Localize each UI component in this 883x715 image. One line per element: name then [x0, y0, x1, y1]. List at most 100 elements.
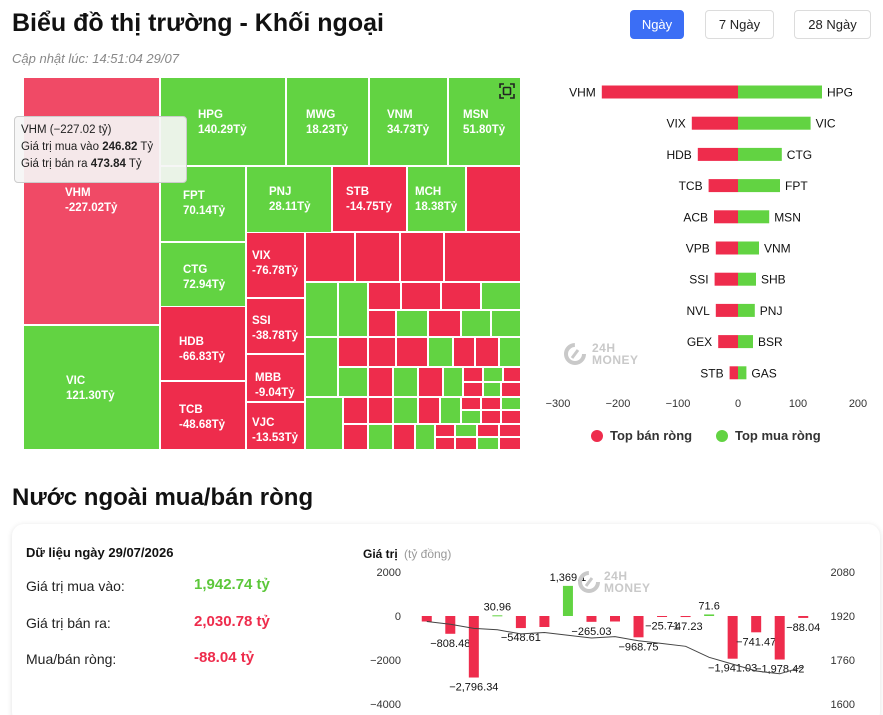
treemap-tile[interactable] — [455, 424, 477, 437]
treemap-tile[interactable] — [461, 410, 481, 424]
tooltip-buy: Giá trị mua vào 246.82 Tỷ — [21, 141, 154, 153]
treemap-tile[interactable]: MWG 18.23Tỷ — [286, 77, 369, 166]
treemap-tile[interactable] — [368, 397, 393, 424]
treemap-tile[interactable] — [483, 367, 503, 382]
treemap-tile[interactable] — [401, 282, 441, 310]
treemap-tile[interactable] — [305, 397, 343, 450]
treemap-tile[interactable] — [305, 282, 338, 337]
treemap-tile[interactable]: FPT 70.14Tỷ — [160, 166, 246, 242]
treemap-tile[interactable] — [441, 282, 481, 310]
bar-sell-label: STB — [700, 366, 723, 380]
treemap-tile[interactable] — [435, 437, 455, 450]
treemap-tile[interactable]: PNJ 28.11Tỷ — [246, 166, 332, 242]
tab-day[interactable]: Ngày — [630, 10, 684, 39]
bar-sell-label: TCB — [679, 179, 703, 193]
treemap-tile[interactable] — [483, 382, 501, 397]
net-bar-label: 71.6 — [698, 600, 719, 612]
bar-sell-label: GEX — [687, 335, 712, 349]
treemap-tile[interactable]: STB -14.75Tỷ — [332, 166, 407, 232]
treemap-tile[interactable] — [499, 424, 521, 437]
treemap-tile[interactable] — [444, 232, 521, 282]
treemap-tile[interactable] — [393, 397, 418, 424]
treemap-tile[interactable] — [477, 424, 499, 437]
treemap-tile[interactable] — [491, 310, 521, 337]
treemap-tile[interactable] — [368, 337, 396, 367]
treemap-tile[interactable]: VIX -76.78Tỷ — [246, 232, 305, 298]
net-bar-label: 30.96 — [484, 601, 512, 613]
treemap-tile[interactable] — [338, 337, 368, 367]
tab-7-days[interactable]: 7 Ngày — [705, 10, 774, 39]
treemap-tile[interactable] — [501, 410, 521, 424]
treemap-tile[interactable]: MSN 51.80Tỷ — [448, 77, 521, 166]
treemap-tile[interactable] — [435, 424, 455, 437]
treemap-tile[interactable] — [428, 337, 453, 367]
treemap-tile[interactable] — [463, 382, 483, 397]
treemap-tile[interactable] — [455, 437, 477, 450]
treemap-tile[interactable] — [418, 397, 440, 424]
treemap-tile[interactable] — [418, 367, 443, 397]
treemap-tile[interactable] — [368, 424, 393, 450]
y-axis-title: Giá trị — [363, 547, 398, 561]
legend-sell[interactable]: Top bán ròng — [591, 428, 692, 443]
net-bar — [468, 616, 479, 678]
treemap-tile[interactable] — [453, 337, 475, 367]
x-tick-label: −100 — [666, 398, 691, 410]
treemap-tile[interactable]: MBB -9.04Tỷ — [246, 354, 305, 402]
treemap-tile[interactable] — [475, 337, 499, 367]
net-bar — [727, 616, 738, 659]
bar-buy-label: PNJ — [760, 304, 783, 318]
x-tick-label: 100 — [789, 398, 807, 410]
treemap-tile[interactable] — [463, 367, 483, 382]
treemap-tile[interactable] — [501, 397, 521, 410]
treemap-tile[interactable]: VJC -13.53Tỷ — [246, 402, 305, 450]
treemap-tile[interactable] — [338, 282, 368, 337]
treemap-tile[interactable] — [461, 310, 491, 337]
treemap-tile[interactable] — [428, 310, 461, 337]
treemap-tile[interactable] — [396, 337, 428, 367]
treemap-tile[interactable]: VNM 34.73Tỷ — [369, 77, 448, 166]
treemap-tile[interactable] — [355, 232, 400, 282]
update-time: Cập nhật lúc: 14:51:04 29/07 — [12, 51, 179, 66]
treemap-tile[interactable]: HDB -66.83Tỷ — [160, 306, 246, 381]
tab-28-days[interactable]: 28 Ngày — [794, 10, 871, 39]
treemap-tile[interactable] — [461, 397, 481, 410]
section-title: Nước ngoài mua/bán ròng — [12, 484, 314, 511]
treemap-tile[interactable] — [368, 310, 396, 337]
treemap-tile[interactable] — [400, 232, 444, 282]
treemap-tile[interactable] — [501, 382, 521, 397]
treemap-tile[interactable] — [466, 166, 521, 232]
treemap-tile[interactable] — [305, 337, 338, 397]
treemap-tile[interactable]: TCB -48.68Tỷ — [160, 381, 246, 450]
treemap-tile[interactable] — [499, 437, 521, 450]
treemap-tile[interactable] — [415, 424, 435, 450]
treemap-tile[interactable] — [481, 410, 501, 424]
watermark-text: 24H MONEY — [592, 341, 639, 367]
treemap-tile[interactable] — [477, 437, 499, 450]
treemap-tile[interactable] — [443, 367, 463, 397]
treemap-tile[interactable] — [481, 282, 521, 310]
treemap-tile[interactable]: MCH 18.38Tỷ — [407, 166, 466, 232]
treemap-tile[interactable] — [368, 367, 393, 397]
treemap-tile[interactable] — [503, 367, 521, 382]
bar-buy — [738, 147, 782, 161]
fullscreen-icon[interactable] — [499, 83, 515, 99]
bar-buy-label: VIC — [816, 117, 836, 131]
bar-sell-label: VIX — [666, 117, 685, 131]
logo-icon — [564, 343, 586, 365]
treemap-tile[interactable] — [440, 397, 461, 424]
treemap-tile[interactable] — [481, 397, 501, 410]
treemap-tile[interactable] — [305, 232, 355, 282]
treemap-tile[interactable]: SSI -38.78Tỷ — [246, 298, 305, 354]
treemap-tile[interactable] — [368, 282, 401, 310]
treemap-tile[interactable] — [338, 367, 368, 397]
legend-buy[interactable]: Top mua ròng — [716, 428, 821, 443]
treemap-tile[interactable] — [499, 337, 521, 367]
legend-buy-dot — [716, 429, 728, 442]
treemap-tile[interactable] — [393, 367, 418, 397]
treemap-tile[interactable]: VIC 121.30Tỷ — [23, 325, 160, 450]
treemap-tile[interactable] — [396, 310, 428, 337]
treemap-tile[interactable] — [343, 424, 368, 450]
treemap-tile[interactable]: VHM -227.02Tỷ — [23, 77, 160, 325]
treemap-tile[interactable] — [343, 397, 368, 424]
treemap-tile[interactable] — [393, 424, 415, 450]
